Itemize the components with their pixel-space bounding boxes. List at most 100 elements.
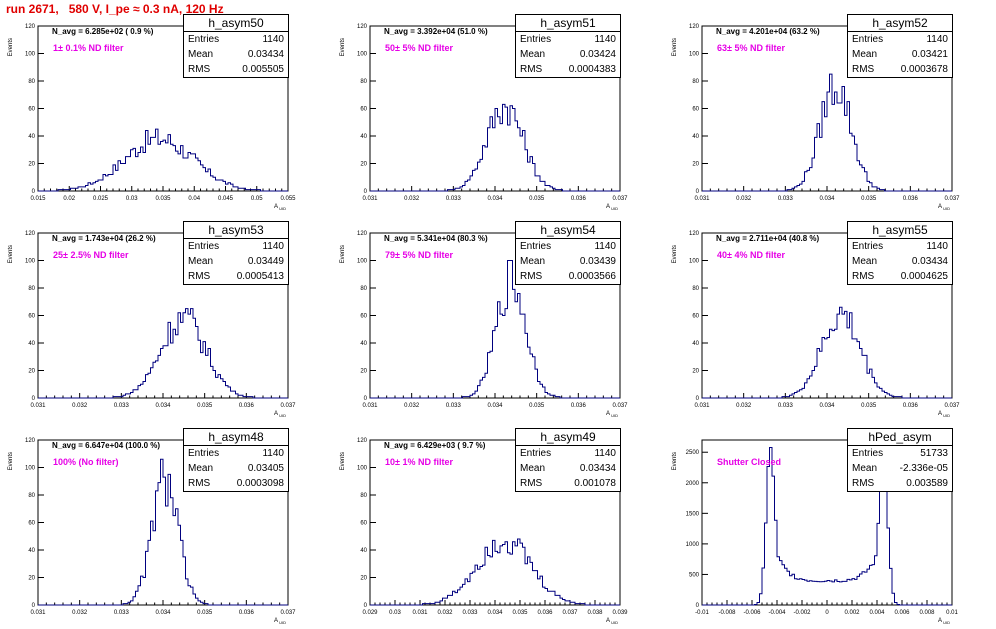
stats-box: h_asym55 Entries 1140 Mean 0.03434 RMS 0.00046… [847,221,953,285]
histogram-panel: 0.031 0.032 0.033 0.034 0.035 0.036 0.037 0 20 40… [0,215,332,422]
histogram-plot: 0.031 0.032 0.033 0.034 0.035 0.036 0.037 0 20 40… [340,24,628,211]
y-tick-label: 0 [364,189,368,195]
y-tick-label: 40 [692,134,699,140]
x-tick-label: 0.034 [819,403,835,409]
histogram-plot: -0.01 -0.008 -0.006 -0.004 -0.002 0 0.002 0.004… [672,439,958,625]
y-tick-label: 120 [357,24,368,30]
x-tick-label: 0.03 [389,610,401,616]
y-tick-label: 120 [357,438,368,444]
y-tick-label: 1500 [686,511,700,517]
y-tick-label: 20 [28,162,35,168]
stats-row-mean: Mean 0.03434 [184,47,288,62]
stats-value: 0.003589 [906,478,948,489]
histogram-plot: 0.031 0.032 0.033 0.034 0.035 0.036 0.037 0 20 40… [340,231,628,418]
x-tick-label: 0.031 [694,196,710,202]
histogram-panel: -0.01 -0.008 -0.006 -0.004 -0.002 0 0.002 0.004… [664,422,996,629]
y-tick-label: 60 [360,521,367,527]
filter-label: 79± 5% ND filter [385,250,453,260]
stats-value: 0.0003566 [568,271,616,282]
histogram-panel: 0.031 0.032 0.033 0.034 0.035 0.036 0.037 0 20 40… [332,8,664,215]
stats-label: Entries [852,34,884,45]
filter-label: 40± 4% ND filter [717,250,785,260]
x-tick-label: 0.004 [869,610,885,616]
stats-box: h_asym53 Entries 1140 Mean 0.03449 RMS 0.00054… [183,221,289,285]
filter-label: 50± 5% ND filter [385,43,453,53]
x-tick-label: 0.03 [126,196,138,202]
stats-box: hPed_asym Entries 51733 Mean -2.336e-05 RMS 0.… [847,428,953,492]
y-tick-label: 60 [692,107,699,113]
y-tick-label: 20 [692,162,699,168]
stats-row-mean: Mean 0.03421 [848,47,952,62]
navg-label: N_avg = 1.743e+04 (26.2 %) [52,234,156,243]
histogram-series [702,73,952,192]
stats-row-entries: Entries 1140 [848,239,952,254]
histogram-title: h_asym50 [184,15,288,32]
histogram-plot: 0.031 0.032 0.033 0.034 0.035 0.036 0.037 0 20 40… [672,231,960,418]
stats-value: 0.03434 [911,256,948,267]
x-tick-label: 0.05 [251,196,263,202]
y-tick-label: 40 [360,134,367,140]
stats-row-entries: Entries 1140 [184,446,288,461]
stats-row-rms: RMS 0.003589 [848,476,952,491]
y-tick-label: 60 [28,314,35,320]
y-tick-label: 60 [360,314,367,320]
stats-row-rms: RMS 0.0003098 [184,476,288,491]
y-tick-label: 20 [360,162,367,168]
stats-row-rms: RMS 0.0003566 [516,269,620,284]
y-tick-label: 0 [696,396,700,402]
y-tick-label: 40 [692,341,699,347]
y-tick-label: 120 [357,231,368,237]
x-tick-label: 0.036 [239,403,255,409]
y-tick-label: 100 [357,466,368,472]
y-tick-label: 0 [32,603,36,609]
navg-label: N_avg = 3.392e+04 (51.0 %) [384,27,488,36]
histogram-title: hPed_asym [848,429,952,446]
navg-label: N_avg = 5.341e+04 (80.3 %) [384,234,488,243]
stats-row-mean: Mean 0.03434 [848,254,952,269]
x-axis-title: A UID [938,411,950,418]
x-tick-label: 0.033 [778,403,794,409]
navg-label: N_avg = 4.201e+04 (63.2 %) [716,27,820,36]
stats-row-rms: RMS 0.0005413 [184,269,288,284]
x-tick-label: 0.037 [944,196,960,202]
histogram-series [38,128,288,192]
x-tick-label: 0.036 [571,403,587,409]
histogram-title: h_asym51 [516,15,620,32]
stats-label: Mean [188,463,214,474]
navg-label: N_avg = 2.711e+04 (40.8 %) [716,234,820,243]
stats-row-rms: RMS 0.0003678 [848,62,952,77]
stats-label: Mean [852,256,878,267]
stats-label: RMS [520,478,543,489]
x-tick-label: 0.04 [188,196,200,202]
stats-row-mean: Mean -2.336e-05 [848,461,952,476]
histogram-title: h_asym49 [516,429,620,446]
x-tick-label: 0.032 [404,403,420,409]
x-tick-label: 0.034 [155,610,171,616]
filter-label: 1± 0.1% ND filter [53,43,124,53]
stats-label: Mean [188,256,214,267]
x-tick-label: 0.037 [562,610,578,616]
y-axis-title: Events [672,38,678,56]
y-axis-title: Events [672,245,678,263]
x-tick-label: 0.035 [197,403,213,409]
x-tick-label: 0.035 [529,403,545,409]
x-tick-label: 0.032 [736,196,752,202]
y-tick-label: 100 [357,52,368,58]
stats-row-entries: Entries 1140 [516,32,620,47]
stats-value: 1140 [594,241,616,252]
y-tick-label: 100 [25,52,36,58]
y-tick-label: 500 [689,572,700,578]
stats-row-mean: Mean 0.03449 [184,254,288,269]
stats-value: 0.001078 [574,478,616,489]
y-tick-label: 2000 [686,481,700,487]
x-tick-label: 0.033 [446,403,462,409]
y-tick-label: 20 [28,576,35,582]
stats-label: Mean [852,49,878,60]
y-tick-label: 0 [364,603,368,609]
y-tick-label: 2500 [686,450,700,456]
stats-row-mean: Mean 0.03434 [516,461,620,476]
stats-label: Entries [188,448,220,459]
stats-value: 0.03424 [579,49,616,60]
y-tick-label: 100 [25,259,36,265]
x-tick-label: -0.008 [718,610,736,616]
